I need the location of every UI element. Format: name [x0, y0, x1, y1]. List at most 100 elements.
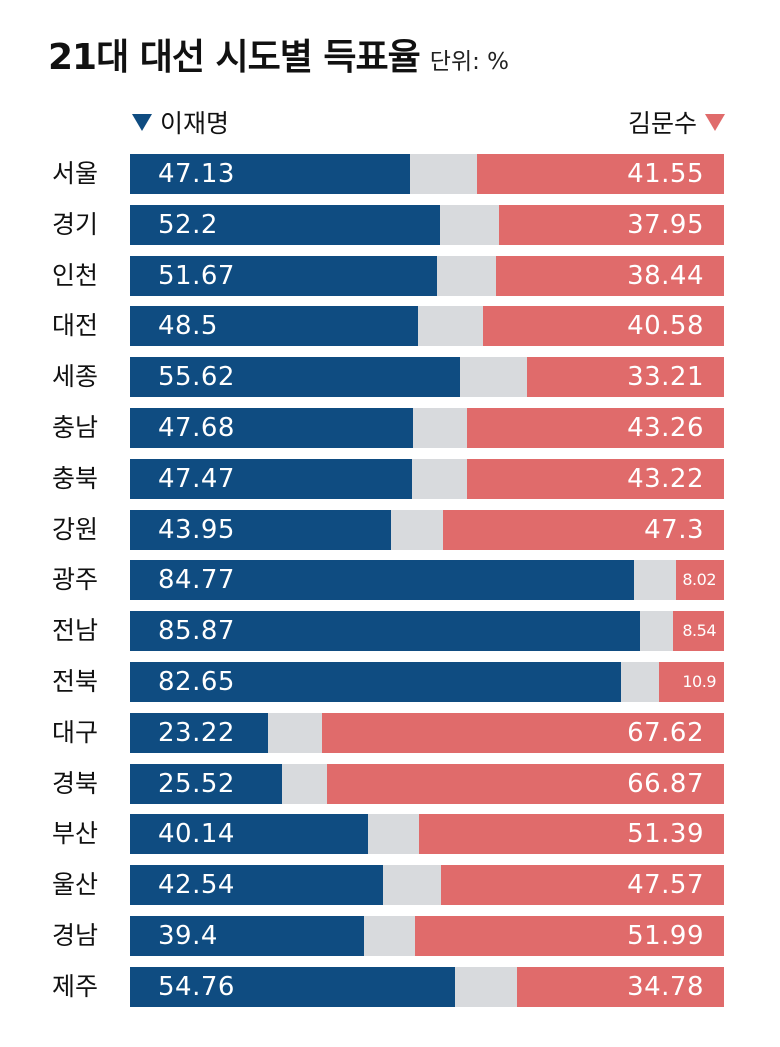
bar-lee: [130, 255, 437, 296]
triangle-down-icon: [132, 113, 152, 131]
chart-row: 강원 43.95 47.3: [0, 509, 780, 550]
bar-kim: [676, 560, 724, 601]
bar-lee: [130, 560, 634, 601]
unit-label: 단위: %: [429, 49, 510, 75]
bar-track-other: 47.47 43.22: [130, 458, 724, 499]
chart-header: 21대 대선 시도별 득표율 단위: %: [48, 28, 509, 88]
region-label: 인천: [52, 260, 99, 290]
bar-lee: [130, 916, 365, 956]
region-label: 경기: [52, 209, 99, 239]
value-label-kim: 47.3: [644, 514, 704, 545]
bar-lee: [130, 865, 383, 906]
bar-lee: [130, 408, 414, 448]
bar-kim: [326, 763, 724, 804]
value-label-kim: 51.99: [627, 921, 704, 951]
region-label: 부산: [52, 819, 99, 849]
chart-row: 충북 47.47 43.22: [0, 458, 780, 499]
value-label-lee: 43.95: [158, 514, 235, 545]
value-label-kim: 43.26: [627, 413, 704, 443]
chart-row: 인천 51.67 38.44: [0, 255, 780, 296]
chart-row: 서울 47.13 41.55: [0, 154, 780, 194]
value-label-lee: 47.47: [158, 463, 235, 494]
value-label-lee: 51.67: [158, 260, 235, 291]
value-label-kim: 8.02: [682, 570, 716, 590]
chart-row: 세종 55.62 33.21: [0, 357, 780, 398]
chart-title: 21대 대선 시도별 득표율: [48, 37, 421, 78]
value-label-lee: 52.2: [158, 209, 218, 240]
value-label-lee: 85.87: [158, 616, 235, 647]
region-label: 서울: [52, 159, 99, 188]
chart-row: 광주 84.77 8.02: [0, 560, 780, 601]
chart-row: 충남 47.68 43.26: [0, 408, 780, 448]
chart-row: 부산 40.14 51.39: [0, 814, 780, 855]
region-label: 충남: [52, 413, 99, 442]
value-label-kim: 66.87: [627, 768, 704, 799]
bar-track-other: 48.5 40.58: [130, 306, 724, 347]
region-label: 경북: [52, 768, 99, 798]
bar-track-other: 47.68 43.26: [130, 408, 724, 448]
bar-track-other: 47.13 41.55: [130, 154, 724, 194]
legend-lee-label: 이재명: [160, 109, 230, 138]
value-label-lee: 55.62: [158, 362, 235, 393]
value-label-kim: 47.57: [627, 870, 704, 901]
bar-lee: [130, 662, 621, 702]
bar-track-other: 39.4 51.99: [130, 916, 724, 956]
bar-track-other: 85.87 8.54: [130, 611, 724, 652]
value-label-lee: 84.77: [158, 565, 235, 596]
value-label-kim: 38.44: [627, 260, 704, 291]
chart-row: 대전 48.5 40.58: [0, 306, 780, 347]
value-label-lee: 54.76: [158, 971, 235, 1002]
bar-track-other: 40.14 51.39: [130, 814, 724, 855]
chart-row: 경남 39.4 51.99: [0, 916, 780, 956]
bar-lee: [130, 611, 641, 652]
value-label-lee: 47.13: [158, 159, 235, 189]
bar-kim: [443, 509, 724, 550]
value-label-lee: 48.5: [158, 311, 218, 342]
region-label: 대전: [52, 311, 99, 341]
bar-kim: [415, 916, 724, 956]
bar-kim: [441, 865, 724, 906]
value-label-lee: 47.68: [158, 413, 235, 443]
bar-kim: [467, 458, 724, 499]
bar-track-other: 51.67 38.44: [130, 255, 724, 296]
chart-row: 울산 42.54 47.57: [0, 865, 780, 906]
value-label-kim: 67.62: [627, 717, 704, 748]
bar-kim: [477, 154, 724, 194]
bar-lee: [130, 357, 461, 398]
value-label-kim: 33.21: [627, 362, 704, 393]
legend-kim: 김문수: [628, 104, 725, 140]
value-label-lee: 42.54: [158, 870, 235, 901]
bar-track-other: 43.95 47.3: [130, 509, 724, 550]
chart-row: 경기 52.2 37.95: [0, 204, 780, 245]
bar-kim: [467, 408, 724, 448]
value-label-lee: 39.4: [158, 921, 218, 951]
bar-lee: [130, 458, 412, 499]
region-label: 경남: [52, 921, 99, 950]
bar-lee: [130, 763, 282, 804]
region-label: 울산: [52, 870, 99, 900]
region-label: 대구: [52, 717, 99, 747]
bar-track-other: 82.65 10.9: [130, 662, 724, 702]
value-label-kim: 40.58: [627, 311, 704, 342]
chart-row: 전남 85.87 8.54: [0, 611, 780, 652]
value-label-kim: 43.22: [627, 463, 704, 494]
region-label: 충북: [52, 463, 99, 493]
region-label: 전북: [52, 667, 99, 696]
bar-track-other: 55.62 33.21: [130, 357, 724, 398]
triangle-down-icon: [705, 113, 725, 131]
bar-lee: [130, 814, 369, 855]
bar-track-other: 42.54 47.57: [130, 865, 724, 906]
bar-lee: [130, 306, 419, 347]
legend-lee: 이재명: [132, 104, 229, 140]
region-label: 제주: [52, 971, 99, 1001]
chart-row: 제주 54.76 34.78: [0, 966, 780, 1007]
bar-lee: [130, 204, 441, 245]
value-label-lee: 23.22: [158, 717, 235, 748]
bar-lee: [130, 966, 456, 1007]
bar-kim: [517, 966, 724, 1007]
value-label-kim: 10.9: [682, 672, 716, 691]
value-label-kim: 34.78: [627, 971, 704, 1002]
value-label-kim: 8.54: [682, 621, 716, 641]
bar-kim: [526, 357, 724, 398]
bar-kim: [418, 814, 724, 855]
